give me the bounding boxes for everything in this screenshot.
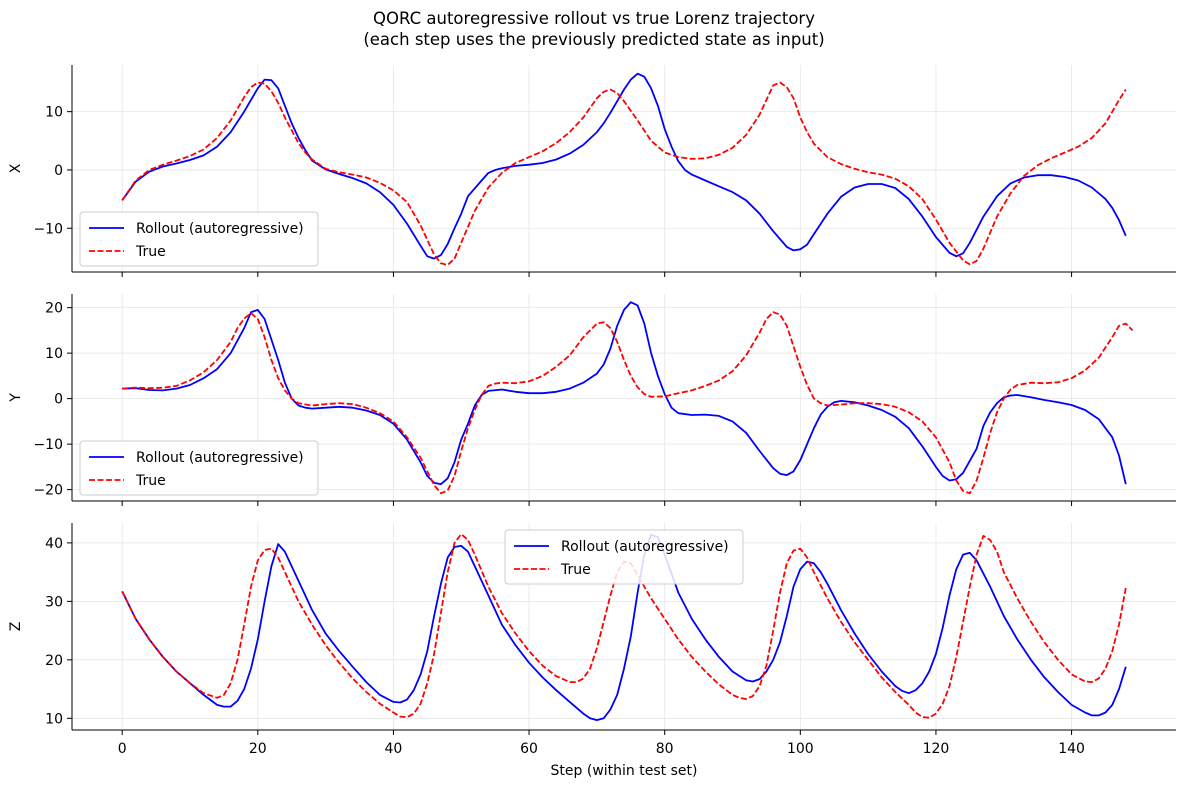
legend-box — [504, 529, 744, 585]
legend-entry: Rollout (autoregressive) — [136, 450, 304, 466]
panels-group: −10 0 10 X Rollout (autoregressive) True −20 −1… — [8, 65, 1176, 757]
legend-box — [79, 211, 319, 267]
rollout-series-line — [121, 72, 1127, 260]
chart-subtitle: (each step uses the previously predicted… — [363, 30, 824, 49]
legend-box — [79, 440, 319, 496]
legend-entry: True — [560, 562, 591, 578]
y-axis-label: Y — [8, 393, 24, 403]
y-tick-label: 40 — [45, 536, 63, 552]
x-tick-label: 60 — [520, 741, 538, 757]
panel-2: −20 −10 0 10 20 Y Rollout (autoregressive) True — [8, 294, 1176, 506]
x-axis-label: Step (within test set) — [551, 763, 698, 779]
y-tick-label: 0 — [54, 163, 63, 179]
legend-entry: True — [135, 473, 166, 489]
legend-entry: Rollout (autoregressive) — [136, 221, 304, 237]
x-tick-label: 140 — [1058, 741, 1085, 757]
legend-entry: True — [135, 244, 166, 260]
rollout-series-line — [121, 533, 1127, 721]
x-tick-label: 80 — [656, 741, 674, 757]
x-tick-label: 100 — [787, 741, 814, 757]
y-axis-label: Z — [8, 622, 24, 632]
x-tick-label: 20 — [249, 741, 267, 757]
true-series-line — [121, 81, 1127, 266]
true-series-line — [122, 311, 1134, 495]
y-axis-label: X — [8, 163, 24, 173]
y-tick-label: −20 — [33, 483, 63, 499]
y-tick-label: 30 — [45, 594, 63, 610]
panel-3: 10 20 30 40 0 20 40 60 80 100 120 140 Z Rollout (auto… — [8, 523, 1176, 757]
panel-1: −10 0 10 X Rollout (autoregressive) True — [8, 65, 1176, 277]
y-tick-label: −10 — [33, 221, 63, 237]
x-tick-label: 40 — [385, 741, 403, 757]
x-tick-label: 0 — [118, 741, 127, 757]
rollout-series-line — [122, 301, 1127, 486]
y-tick-label: 10 — [45, 711, 63, 727]
legend: Rollout (autoregressive) True — [79, 440, 319, 496]
y-tick-label: 0 — [54, 392, 63, 408]
y-tick-label: 10 — [45, 105, 63, 121]
legend-entry: Rollout (autoregressive) — [561, 539, 729, 555]
x-tick-label: 120 — [923, 741, 950, 757]
y-tick-label: 20 — [45, 301, 63, 317]
y-tick-label: 20 — [45, 653, 63, 669]
legend: Rollout (autoregressive) True — [504, 529, 744, 585]
chart-title: QORC autoregressive rollout vs true Lore… — [373, 9, 815, 28]
y-tick-label: −10 — [33, 437, 63, 453]
y-tick-label: 10 — [45, 346, 63, 362]
legend: Rollout (autoregressive) True — [79, 211, 319, 267]
